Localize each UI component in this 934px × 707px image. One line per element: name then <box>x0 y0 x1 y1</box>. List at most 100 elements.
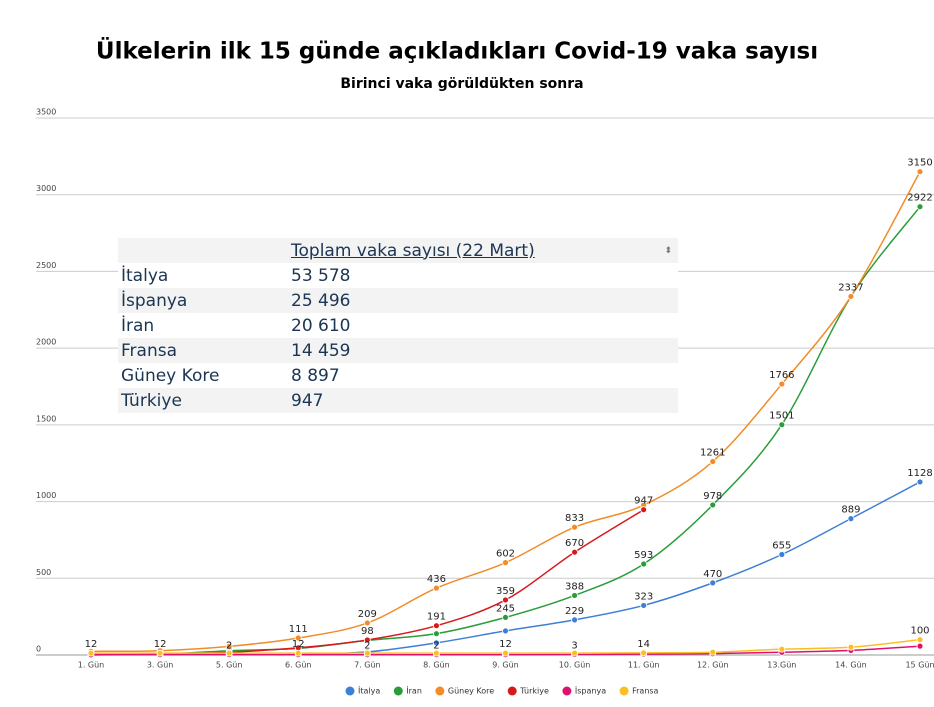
legend-label: Güney Kore <box>448 687 494 696</box>
x-tick-label: 1. Gün <box>78 661 105 670</box>
data-label: 388 <box>565 581 584 592</box>
data-point <box>847 643 855 651</box>
data-label: 1128 <box>907 468 932 479</box>
x-tick-label: 5. Gün <box>216 661 243 670</box>
data-point <box>87 649 95 657</box>
table-cell: 20 610 <box>291 315 351 336</box>
data-point <box>916 478 924 486</box>
data-point <box>916 168 924 176</box>
table-row: Fransa 14 459 <box>118 338 678 363</box>
table-cell: İtalya <box>121 265 169 286</box>
x-tick-label: 6. Gün <box>285 661 312 670</box>
data-point <box>916 642 924 650</box>
table-cell: 947 <box>291 390 324 411</box>
data-label: 245 <box>496 603 515 614</box>
data-point <box>778 551 786 558</box>
y-tick-label: 3500 <box>36 108 56 117</box>
table-row: İran 20 610 <box>118 313 678 338</box>
legend-marker <box>507 686 517 696</box>
data-point <box>433 630 440 638</box>
data-label: 947 <box>634 496 653 507</box>
data-label: 3150 <box>907 158 932 169</box>
data-label: 2922 <box>907 193 932 204</box>
data-label: 2337 <box>838 282 863 293</box>
data-point <box>640 649 648 657</box>
data-point <box>709 579 717 587</box>
table-cell: Fransa <box>121 340 177 361</box>
table-cell: 8 897 <box>291 365 340 386</box>
data-point <box>502 596 509 604</box>
y-tick-label: 2500 <box>36 261 56 270</box>
data-label: 470 <box>703 569 722 580</box>
data-point <box>156 649 164 657</box>
table-cell: 25 496 <box>291 290 351 311</box>
data-point <box>363 619 371 627</box>
chart-title: Ülkelerin ilk 15 günde açıkladıkları Cov… <box>96 37 818 65</box>
data-label: 670 <box>565 538 584 549</box>
data-point <box>847 515 855 523</box>
data-point <box>571 592 578 599</box>
data-point <box>847 293 855 300</box>
data-point <box>294 649 302 657</box>
data-point <box>363 649 371 657</box>
data-label: 436 <box>427 574 446 585</box>
table-cell: İspanya <box>121 290 188 311</box>
data-point <box>363 636 371 644</box>
data-point <box>571 616 578 624</box>
data-label: 14 <box>637 639 650 650</box>
data-point <box>571 548 578 556</box>
data-point <box>916 636 924 644</box>
x-tick-label: 14. Gün <box>835 661 867 670</box>
data-point <box>433 649 440 657</box>
legend-marker <box>345 686 355 696</box>
y-tick-label: 500 <box>36 568 51 577</box>
data-point <box>709 458 717 465</box>
data-point <box>502 627 509 635</box>
table-row: İspanya 25 496 <box>118 288 678 313</box>
data-point <box>502 649 509 657</box>
data-label: 2 <box>226 641 232 652</box>
chart-subtitle: Birinci vaka görüldükten sonra <box>340 76 583 92</box>
table-cell: 14 459 <box>291 340 351 361</box>
data-label: 98 <box>361 626 374 637</box>
data-point <box>433 622 440 630</box>
table-header: Toplam vaka sayısı (22 Mart) ⬍ <box>118 238 678 263</box>
data-label: 593 <box>634 550 653 561</box>
data-label: 1766 <box>769 370 794 381</box>
legend-marker <box>393 686 403 696</box>
table-cell: Güney Kore <box>121 365 220 386</box>
data-label: 602 <box>496 549 515 560</box>
x-tick-label: 3. Gün <box>147 661 174 670</box>
data-point <box>640 602 648 609</box>
legend-label: İtalya <box>358 686 380 696</box>
x-tick-label: 13.Gün <box>767 661 796 670</box>
data-point <box>640 560 648 568</box>
data-label: 12 <box>292 639 305 650</box>
data-label: 1501 <box>769 411 794 422</box>
data-point <box>433 584 440 592</box>
table-row: İtalya 53 578 <box>118 263 678 288</box>
table: Toplam vaka sayısı (22 Mart) ⬍ İtalya 53 5… <box>118 238 678 413</box>
data-label: 833 <box>565 513 584 524</box>
data-label: 100 <box>910 626 929 637</box>
legend-label: Türkiye <box>519 687 549 696</box>
legend-marker <box>619 686 629 696</box>
data-point <box>916 203 924 211</box>
x-tick-label: 11. Gün <box>628 661 660 670</box>
sort-icon[interactable]: ⬍ <box>664 245 672 256</box>
legend-label: İspanya <box>575 686 606 696</box>
y-tick-label: 3000 <box>36 184 56 193</box>
x-tick-label: 12. Gün <box>697 661 729 670</box>
data-label: 12 <box>499 639 512 650</box>
table-cell: İran <box>121 315 155 336</box>
header-cell: Toplam vaka sayısı (22 Mart) <box>291 240 535 261</box>
data-label: 889 <box>841 505 860 516</box>
data-point <box>571 649 578 657</box>
data-label: 111 <box>289 624 308 635</box>
table-row: Güney Kore 8 897 <box>118 363 678 388</box>
data-label: 359 <box>496 586 515 597</box>
data-label: 1261 <box>700 448 725 459</box>
data-point <box>709 501 717 509</box>
data-point <box>778 645 786 653</box>
